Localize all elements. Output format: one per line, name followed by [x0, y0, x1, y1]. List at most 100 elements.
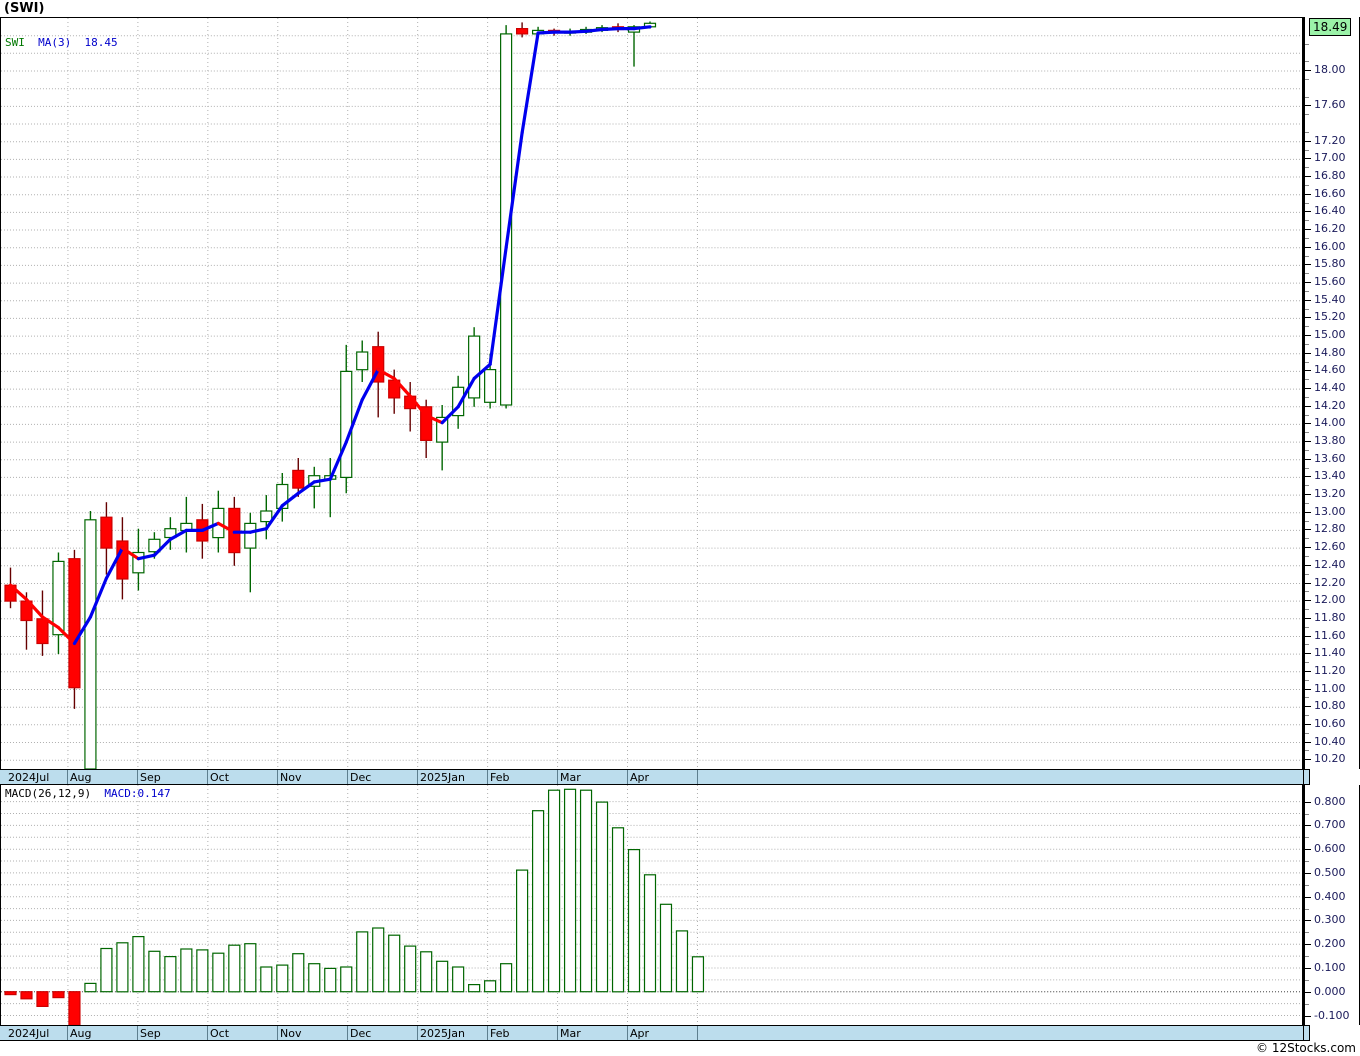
price-axis-label: 10.80: [1314, 699, 1346, 713]
macd-axis-label: 0.000: [1314, 984, 1346, 998]
price-chart-canvas: [1, 18, 1302, 769]
macd-axis-tick: [1305, 801, 1311, 803]
price-axis-tick: [1305, 140, 1311, 142]
macd-axis-minor-tick: [1305, 908, 1309, 910]
copyright-text: © 12Stocks.com: [1256, 1041, 1356, 1055]
price-axis-minor-tick: [1305, 520, 1309, 522]
price-axis-minor-tick: [1305, 326, 1309, 328]
macd-axis-label: 0.300: [1314, 913, 1346, 927]
price-axis-tick: [1305, 741, 1311, 743]
date-axis-bottom-separator: [697, 1026, 698, 1040]
price-axis-minor-tick: [1305, 396, 1309, 398]
price-legend: SWI MA(3) 18.45: [5, 37, 118, 49]
price-axis-minor-tick: [1305, 485, 1309, 487]
price-axis-tick: [1305, 70, 1311, 71]
price-axis-label: 17.20: [1314, 133, 1346, 147]
price-axis-minor-tick: [1305, 96, 1309, 98]
price-axis-label: 14.40: [1314, 381, 1346, 395]
price-axis-tick: [1305, 494, 1311, 496]
price-axis-minor-tick: [1305, 237, 1309, 239]
price-axis-tick: [1305, 370, 1311, 372]
legend-ma-label: MA(3): [38, 36, 72, 49]
date-axis-top-separator: [347, 770, 348, 784]
price-axis-minor-tick: [1305, 697, 1309, 699]
price-axis-minor-tick: [1305, 379, 1309, 381]
price-axis-tick: [1305, 441, 1311, 443]
price-axis-minor-tick: [1305, 167, 1309, 169]
price-axis-tick: [1305, 564, 1311, 566]
macd-axis-label: 0.700: [1314, 818, 1346, 832]
price-axis-tick: [1305, 317, 1311, 319]
price-axis-label: 18.00: [1314, 63, 1346, 76]
date-axis-bottom-separator: [487, 1026, 488, 1040]
price-axis-tick: [1305, 176, 1311, 177]
page-title: (SWI): [4, 1, 45, 16]
price-axis-minor-tick: [1305, 61, 1309, 63]
date-axis-bottom-separator: [277, 1026, 278, 1040]
macd-axis-minor-tick: [1305, 1003, 1309, 1005]
price-axis-tick: [1305, 547, 1311, 549]
date-axis-bottom-label: Sep: [140, 1027, 161, 1040]
footer: © 12Stocks.com: [0, 1041, 1360, 1056]
macd-chart-panel[interactable]: MACD(26,12,9) MACD:0.147: [0, 785, 1303, 1025]
price-axis-tick: [1305, 352, 1311, 354]
price-axis-tick: [1305, 511, 1311, 513]
price-axis-minor-tick: [1305, 626, 1309, 628]
price-axis-minor-tick: [1305, 662, 1309, 663]
date-axis-top-separator: [557, 770, 558, 784]
macd-axis-tick: [1305, 849, 1311, 851]
date-axis-bottom-label: Dec: [350, 1027, 372, 1040]
date-axis-top-label: Feb: [490, 771, 510, 784]
price-axis-label: 12.00: [1314, 593, 1346, 607]
price-axis-minor-tick: [1305, 184, 1309, 186]
date-axis-top-cap: [1303, 769, 1310, 785]
price-axis-minor-tick: [1305, 644, 1309, 646]
price-axis-minor-tick: [1305, 715, 1309, 716]
price-axis-tick: [1305, 458, 1311, 460]
price-axis-label: 16.60: [1314, 186, 1346, 200]
price-axis-tick: [1305, 759, 1311, 761]
price-axis-minor-tick: [1305, 467, 1309, 469]
date-axis-top-separator: [207, 770, 208, 784]
date-axis-bottom-cap: [1303, 1025, 1310, 1041]
price-axis-label: 12.20: [1314, 575, 1346, 589]
price-axis-tick: [1305, 476, 1311, 478]
macd-axis-label: 0.200: [1314, 937, 1346, 951]
price-axis-minor-tick: [1305, 290, 1309, 292]
price-axis-tick: [1305, 335, 1311, 337]
price-axis: 18.49 18.00 17.60 17.20 17.00 16.80 16.60 16.4…: [1303, 17, 1360, 769]
price-axis-label: 15.40: [1314, 292, 1346, 306]
macd-axis-minor-tick: [1305, 837, 1309, 839]
price-axis-minor-tick: [1305, 538, 1309, 540]
price-axis-minor-tick: [1305, 502, 1309, 504]
price-axis-minor-tick: [1305, 202, 1309, 204]
price-axis-label: 13.60: [1314, 451, 1346, 465]
price-axis-minor-tick: [1305, 273, 1309, 275]
macd-axis-label: 0.500: [1314, 865, 1346, 879]
price-axis-tick: [1305, 246, 1311, 248]
date-axis-top-label: 2024Jul: [8, 771, 50, 784]
macd-axis-minor-tick: [1305, 979, 1309, 981]
price-axis-minor-tick: [1305, 78, 1309, 80]
date-axis-bottom-separator: [67, 1026, 68, 1040]
price-chart-panel[interactable]: SWI MA(3) 18.45: [0, 17, 1303, 769]
price-axis-label: 12.40: [1314, 557, 1346, 571]
price-axis-label: 14.60: [1314, 363, 1346, 377]
date-axis-bottom-label: 2025Jan: [420, 1027, 465, 1040]
price-axis-label: 15.20: [1314, 310, 1346, 324]
price-axis-label: 12.60: [1314, 540, 1346, 554]
date-axis-top-separator: [627, 770, 628, 784]
date-axis-bottom-separator: [417, 1026, 418, 1040]
price-axis-label: 16.40: [1314, 204, 1346, 218]
date-axis-top-separator: [137, 770, 138, 784]
price-axis-tick: [1305, 723, 1311, 725]
macd-axis-label: -0.100: [1314, 1008, 1350, 1022]
price-axis-minor-tick: [1305, 220, 1309, 222]
macd-axis-tick: [1305, 825, 1311, 827]
legend-ma-value: 18.45: [84, 36, 118, 49]
price-axis-label: 10.40: [1314, 734, 1346, 748]
price-axis-label: 10.60: [1314, 716, 1346, 730]
macd-axis-tick: [1305, 991, 1311, 993]
date-axis-top-label: Sep: [140, 771, 161, 784]
macd-axis-tick: [1305, 896, 1311, 898]
